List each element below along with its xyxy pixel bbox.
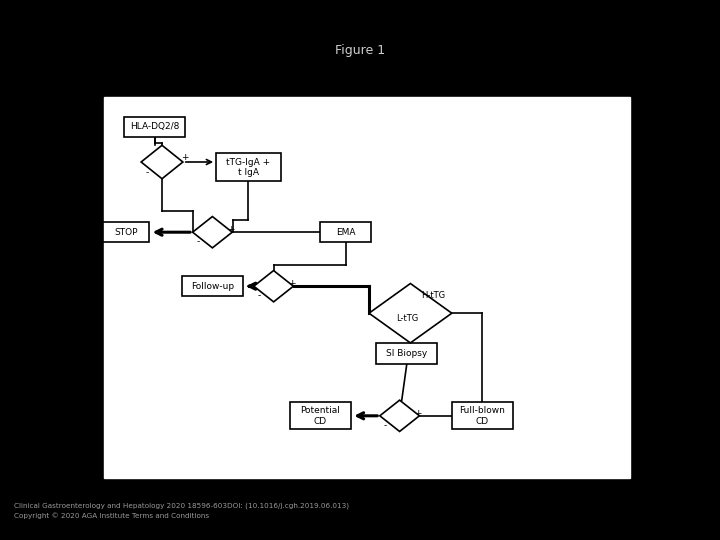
FancyBboxPatch shape bbox=[452, 402, 513, 429]
FancyBboxPatch shape bbox=[102, 222, 150, 242]
Text: EMA: EMA bbox=[336, 228, 356, 237]
Text: SI Biopsy: SI Biopsy bbox=[386, 349, 428, 358]
Polygon shape bbox=[369, 284, 452, 343]
Text: H-tTG: H-tTG bbox=[421, 291, 446, 300]
Text: Potential
CD: Potential CD bbox=[300, 406, 341, 426]
Text: tTG-IgA +
t IgA: tTG-IgA + t IgA bbox=[226, 158, 271, 177]
Polygon shape bbox=[253, 271, 294, 302]
FancyBboxPatch shape bbox=[216, 153, 281, 181]
FancyBboxPatch shape bbox=[289, 402, 351, 429]
Polygon shape bbox=[141, 145, 183, 179]
Polygon shape bbox=[380, 400, 419, 431]
Text: -: - bbox=[146, 168, 149, 177]
Text: +: + bbox=[181, 153, 189, 162]
Text: Clinical Gastroenterology and Hepatology 2020 18596-603DOI: (10.1016/j.cgh.2019.: Clinical Gastroenterology and Hepatology… bbox=[14, 503, 349, 509]
Text: -: - bbox=[258, 292, 261, 300]
Text: Copyright © 2020 AGA Institute Terms and Conditions: Copyright © 2020 AGA Institute Terms and… bbox=[14, 513, 210, 519]
Text: +: + bbox=[288, 279, 295, 288]
Text: Follow-up: Follow-up bbox=[191, 282, 234, 291]
FancyBboxPatch shape bbox=[124, 117, 186, 137]
Polygon shape bbox=[192, 217, 232, 248]
Text: -: - bbox=[197, 238, 199, 246]
Text: -: - bbox=[384, 421, 387, 430]
FancyBboxPatch shape bbox=[181, 276, 243, 296]
Text: Full-blown
CD: Full-blown CD bbox=[459, 406, 505, 426]
Text: Figure 1: Figure 1 bbox=[335, 44, 385, 57]
FancyBboxPatch shape bbox=[320, 222, 371, 242]
FancyBboxPatch shape bbox=[376, 343, 438, 364]
FancyBboxPatch shape bbox=[104, 97, 630, 478]
Text: HLA-DQ2/8: HLA-DQ2/8 bbox=[130, 123, 179, 131]
Text: +: + bbox=[227, 225, 234, 234]
Text: L-tTG: L-tTG bbox=[396, 314, 418, 323]
Text: +: + bbox=[414, 409, 421, 417]
Text: STOP: STOP bbox=[114, 228, 138, 237]
